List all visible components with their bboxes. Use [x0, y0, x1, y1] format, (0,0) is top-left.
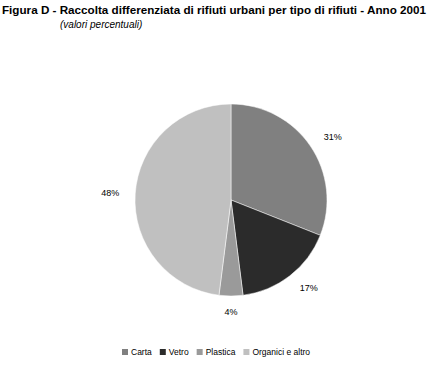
data-label: 31% [324, 132, 342, 142]
chart: Figura D - Raccolta differenziata di rif… [0, 0, 429, 367]
legend-swatch [122, 349, 128, 355]
legend-label: Vetro [169, 347, 189, 357]
legend-label: Plastica [206, 347, 236, 357]
pie [135, 104, 327, 296]
legend-swatch [243, 349, 249, 355]
legend-label: Organici e altro [252, 347, 310, 357]
legend-swatch [160, 349, 166, 355]
title: Figura D - Raccolta differenziata di rif… [2, 4, 426, 16]
slice [231, 200, 320, 295]
data-label: 48% [101, 188, 119, 198]
legend-swatch [197, 349, 203, 355]
legend: Carta Vetro Plastica Organici e altro [122, 347, 310, 357]
data-label: 4% [224, 307, 237, 317]
slice [135, 104, 231, 295]
legend-label: Carta [131, 347, 152, 357]
data-label: 17% [300, 283, 318, 293]
subtitle: (valori percentuali) [60, 19, 142, 30]
